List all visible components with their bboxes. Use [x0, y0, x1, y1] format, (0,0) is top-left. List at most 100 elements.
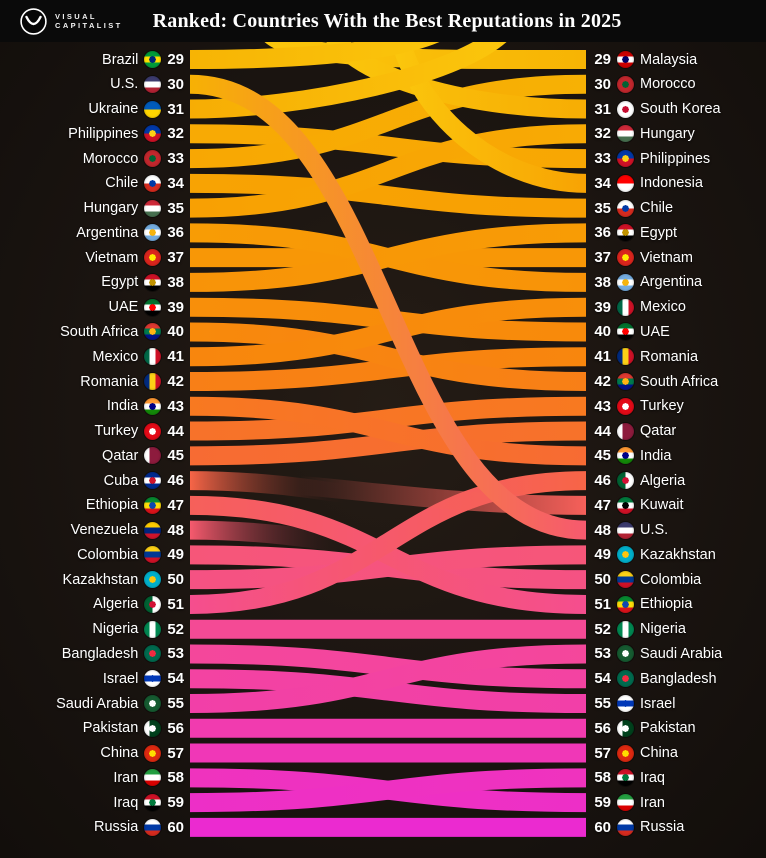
rank-row-right-29: 29 Malaysia — [590, 49, 766, 71]
ribbon-egypt — [189, 223, 587, 292]
rank-number-right-31: 31 — [594, 100, 611, 118]
rank-number-right-37: 37 — [594, 249, 611, 267]
ribbon-philippines — [189, 124, 587, 169]
rank-number-left-50: 50 — [167, 571, 184, 589]
rank-row-right-47: 47 Kuwait — [590, 494, 766, 516]
country-label-uae: UAE — [640, 323, 670, 340]
rank-number-right-48: 48 — [594, 521, 611, 539]
country-label-bangladesh: Bangladesh — [640, 670, 717, 687]
rank-number-right-40: 40 — [594, 323, 611, 341]
flag-icon-uae — [617, 323, 634, 341]
country-label-russia: Russia — [93, 819, 139, 836]
flag-icon-algeria — [144, 595, 162, 613]
flag-icon-kazakhstan — [617, 546, 634, 564]
rank-row-left-33: Morocco 33 — [0, 148, 186, 170]
country-label-south-africa: South Africa — [60, 323, 139, 340]
rank-number-right-38: 38 — [594, 273, 611, 291]
rank-number-left-60: 60 — [167, 818, 184, 836]
brand-top-label: VISUAL — [55, 12, 97, 21]
rank-number-left-49: 49 — [167, 546, 184, 564]
rank-number-right-56: 56 — [594, 719, 611, 737]
ribbon-israel — [189, 669, 587, 714]
rank-row-right-56: 56 Pakistan — [590, 717, 766, 739]
country-label-morocco: Morocco — [82, 150, 139, 167]
country-label-israel: Israel — [102, 670, 139, 687]
flag-icon-india — [144, 397, 162, 415]
flag-icon-vietnam — [144, 249, 162, 267]
rank-row-left-30: U.S. 30 — [0, 73, 186, 95]
country-label-colombia: Colombia — [640, 571, 702, 588]
flag-icon-south-africa — [617, 373, 634, 390]
country-label-argentina: Argentina — [76, 224, 139, 241]
flag-icon-egypt — [144, 273, 162, 291]
rank-number-left-53: 53 — [167, 645, 184, 663]
rank-row-left-47: Ethiopia 47 — [0, 494, 186, 516]
ribbon-morocco — [189, 74, 587, 169]
flag-icon-argentina — [617, 273, 634, 291]
rank-row-right-42: 42 South Africa — [590, 371, 766, 393]
country-label-india: India — [640, 447, 672, 464]
flag-icon-hungary — [144, 199, 162, 217]
header: VISUAL CAPITALIST Ranked: Countries With… — [0, 0, 766, 42]
country-label-china: China — [100, 745, 139, 762]
flag-icon-qatar — [144, 447, 162, 465]
rank-row-right-58: 58 Iraq — [590, 767, 766, 789]
flag-icon-iraq — [617, 769, 634, 787]
flag-icon-nigeria — [144, 620, 162, 638]
country-label-kuwait: Kuwait — [640, 497, 684, 514]
rank-number-right-43: 43 — [594, 397, 611, 415]
rank-row-right-34: 34 Indonesia — [590, 172, 766, 194]
rank-row-left-36: Argentina 36 — [0, 222, 186, 244]
rank-row-right-40: 40 UAE — [590, 321, 766, 343]
flag-icon-china — [144, 744, 162, 762]
ribbon-kazakhstan — [189, 545, 587, 590]
flag-icon-qatar — [617, 422, 634, 440]
flag-icon-cuba — [144, 472, 162, 490]
country-label-u-s: U.S. — [640, 522, 669, 539]
rank-number-right-33: 33 — [594, 150, 611, 168]
flag-icon-chile — [617, 199, 634, 217]
ribbon-venezuela — [189, 520, 352, 554]
rank-number-right-54: 54 — [594, 670, 611, 688]
rank-number-right-35: 35 — [594, 199, 611, 217]
flag-icon-uae — [144, 298, 162, 316]
flag-icon-turkey — [144, 422, 162, 440]
rank-row-right-35: 35 Chile — [590, 197, 766, 219]
country-label-mexico: Mexico — [92, 348, 139, 365]
rank-number-right-52: 52 — [594, 620, 611, 638]
flag-icon-saudi-arabia — [144, 695, 162, 713]
country-label-ethiopia: Ethiopia — [640, 596, 693, 613]
rank-row-right-46: 46 Algeria — [590, 470, 766, 492]
rank-number-left-52: 52 — [167, 620, 184, 638]
flag-icon-ethiopia — [144, 496, 162, 514]
rank-row-right-41: 41 Romania — [590, 346, 766, 368]
country-label-cuba: Cuba — [103, 472, 139, 489]
rank-row-left-42: Romania 42 — [0, 371, 186, 393]
rank-number-left-44: 44 — [167, 422, 184, 440]
rank-row-left-45: Qatar 45 — [0, 445, 186, 467]
flag-icon-iraq — [144, 794, 162, 812]
flag-icon-saudi-arabia — [617, 645, 634, 663]
page-title: Ranked: Countries With the Best Reputati… — [152, 9, 622, 32]
rank-row-right-37: 37 Vietnam — [590, 247, 766, 269]
ribbon-iraq — [189, 768, 587, 813]
rank-number-right-57: 57 — [594, 744, 611, 762]
rank-number-left-41: 41 — [167, 348, 184, 366]
rank-row-left-50: Kazakhstan 50 — [0, 569, 186, 591]
ribbon-india — [189, 396, 587, 466]
country-label-algeria: Algeria — [640, 472, 686, 489]
ribbon-kuwait — [299, 475, 587, 515]
rank-number-left-39: 39 — [167, 298, 184, 316]
country-label-u-s: U.S. — [110, 76, 139, 93]
country-label-iran: Iran — [640, 794, 665, 811]
country-label-iraq: Iraq — [113, 794, 139, 811]
rank-row-left-54: Israel 54 — [0, 668, 186, 690]
rank-number-left-45: 45 — [167, 447, 184, 465]
rank-row-right-33: 33 Philippines — [590, 148, 766, 170]
country-label-iraq: Iraq — [640, 769, 665, 786]
country-label-egypt: Egypt — [101, 274, 139, 291]
rank-number-right-39: 39 — [594, 298, 611, 316]
country-label-nigeria: Nigeria — [640, 621, 686, 638]
flag-icon-ethiopia — [617, 595, 634, 613]
